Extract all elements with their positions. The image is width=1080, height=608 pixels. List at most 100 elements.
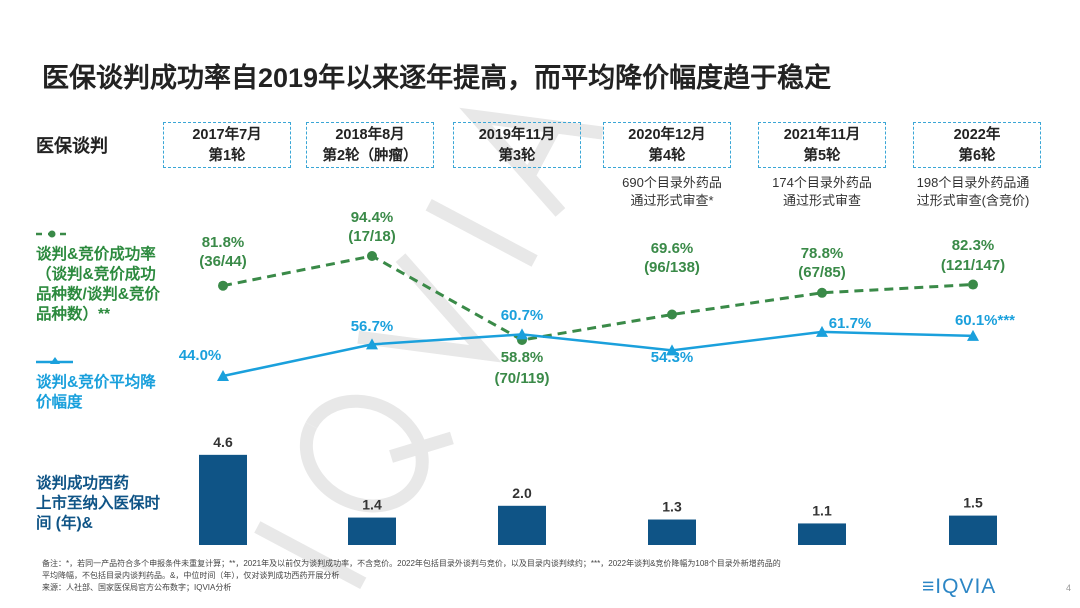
footnote-line: 来源：人社部、国家医保局官方公布数字；IQVIA分析 (42, 583, 232, 592)
round-date: 2019年11月 (478, 127, 556, 143)
round-number: 第1轮 (208, 148, 246, 164)
row-label-success-rate: 谈判&竞价成功率 （谈判&竞价成功 品种数/谈判&竞价 品种数）** (36, 245, 160, 325)
price-cut-point (816, 325, 828, 337)
label-line: 上市至纳入医保时 (36, 495, 161, 512)
round-note: 174个目录外药品 通过形式审查 (747, 174, 897, 210)
footnote-line: 备注：*，若同一产品符合多个申报条件未重复计算；**，2021年及以前仅为谈判成… (42, 559, 781, 568)
round-number: 第2轮（肿瘤） (322, 148, 418, 164)
round-number: 第6轮 (958, 148, 996, 164)
price-cut-label: 60.7% (501, 307, 544, 324)
success-rate-point (817, 287, 827, 298)
note-line: 198个目录外药品通 (916, 175, 1030, 190)
legend-dot-icon (48, 230, 56, 238)
watermark-letter-q (299, 394, 454, 513)
label-line: 价幅度 (36, 394, 83, 411)
bar (348, 517, 396, 545)
watermark-letter-i (254, 521, 367, 590)
note-line: 690个目录外药品 (622, 175, 722, 190)
success-rate-label: 82.3% (952, 237, 995, 254)
row-label-time: 谈判成功西药 上市至纳入医保时 间 (年)& (36, 474, 160, 534)
success-rate-point (968, 279, 978, 290)
success-rate-label: 69.6% (651, 240, 694, 257)
price-cut-point (516, 328, 528, 340)
success-rate-fraction: (36/44) (199, 253, 247, 270)
success-rate-fraction: (121/147) (941, 257, 1005, 274)
round-number: 第5轮 (803, 148, 841, 164)
bar-label: 2.0 (512, 485, 532, 501)
label-line: 间 (年)& (36, 515, 93, 532)
success-rate-point (218, 280, 228, 291)
row-label-price-cut: 谈判&竞价平均降 价幅度 (36, 373, 156, 413)
round-date: 2020年12月 (628, 127, 706, 143)
success-rate-label: 58.8% (501, 349, 544, 366)
label-line: 谈判&竞价成功率 (36, 246, 156, 263)
success-rate-label: 81.8% (202, 234, 245, 251)
label-line: 谈判&竞价平均降 (36, 374, 156, 391)
bar (199, 454, 247, 545)
round-date: 2021年11月 (783, 127, 861, 143)
price-cut-point (967, 329, 979, 341)
label-line: 品种数/谈判&竞价 (36, 286, 161, 303)
label-line: 品种数）** (36, 306, 111, 323)
label-line: （谈判&竞价成功 (36, 266, 156, 283)
bar (648, 519, 696, 545)
label-line: 谈判成功西药 (36, 475, 130, 492)
round-box: 2022年第6轮 (913, 122, 1041, 168)
price-cut-label: 44.0% (179, 347, 222, 364)
success-rate-fraction: (67/85) (798, 264, 846, 281)
bar-label: 1.3 (662, 499, 682, 515)
round-box: 2018年8月 第2轮（肿瘤） (306, 122, 434, 168)
footnote-line: 平均降幅，不包括目录内谈判药品。&，中位时间（年），仅对谈判成功西药开展分析 (42, 571, 340, 580)
footnote: 备注：*，若同一产品符合多个申报条件未重复计算；**，2021年及以前仅为谈判成… (42, 558, 892, 594)
page-number: 4 (1066, 583, 1072, 593)
note-line: 通过形式审查 (782, 193, 861, 208)
note-line: 通过形式审查* (630, 193, 714, 208)
logo-text: IQVIA (935, 575, 997, 598)
price-cut-point (666, 344, 678, 356)
success-rate-fraction: (17/18) (348, 228, 396, 245)
round-note: 690个目录外药品 通过形式审查* (597, 174, 747, 210)
round-box: 2019年11月 第3轮 (453, 122, 581, 168)
bar (949, 515, 997, 545)
bar-label: 4.6 (213, 434, 233, 450)
success-rate-fraction: (96/138) (644, 259, 700, 276)
success-rate-point (667, 309, 677, 320)
bar-label: 1.5 (963, 495, 983, 511)
success-rate-point (367, 250, 377, 261)
page-title: 医保谈判成功率自2019年以来逐年提高，而平均降价幅度趋于稳定 (42, 63, 832, 93)
price-cut-label: 56.7% (351, 318, 394, 335)
price-cut-line (222, 330, 974, 378)
logo-mark-icon: ≡ (922, 575, 936, 598)
success-rate-label: 94.4% (351, 209, 394, 226)
round-date: 2018年8月 (335, 127, 405, 143)
round-box: 2021年11月 第5轮 (758, 122, 886, 168)
bar (498, 505, 546, 545)
bar-label: 1.4 (362, 497, 382, 513)
price-cut-point (366, 338, 378, 350)
success-rate-fraction: (70/119) (494, 370, 549, 387)
price-cut-label: 60.1%*** (955, 312, 1015, 329)
iqvia-logo: ≡IQVIA (922, 575, 996, 599)
round-date: 2017年7月 (192, 127, 262, 143)
legend-triangle-icon (50, 357, 60, 364)
bar (798, 523, 846, 545)
round-box: 2020年12月 第4轮 (603, 122, 731, 168)
price-cut-label: 61.7% (829, 315, 872, 332)
success-rate-label: 78.8% (801, 245, 844, 262)
round-number: 第3轮 (498, 148, 536, 164)
note-line: 过形式审查(含竞价) (916, 193, 1030, 208)
price-cut-label: 54.3% (651, 349, 694, 366)
price-cut-point (217, 370, 229, 381)
bar-label: 1.1 (812, 502, 832, 518)
round-date: 2022年 (953, 127, 1001, 143)
round-number: 第4轮 (648, 148, 686, 164)
note-line: 174个目录外药品 (772, 175, 872, 190)
watermark-letter-a (459, 107, 604, 217)
watermark-letter-i2 (425, 198, 538, 267)
round-note: 198个目录外药品通 过形式审查(含竞价) (898, 174, 1048, 210)
success-rate-line (222, 254, 974, 342)
row-label-negotiation: 医保谈判 (36, 136, 108, 156)
